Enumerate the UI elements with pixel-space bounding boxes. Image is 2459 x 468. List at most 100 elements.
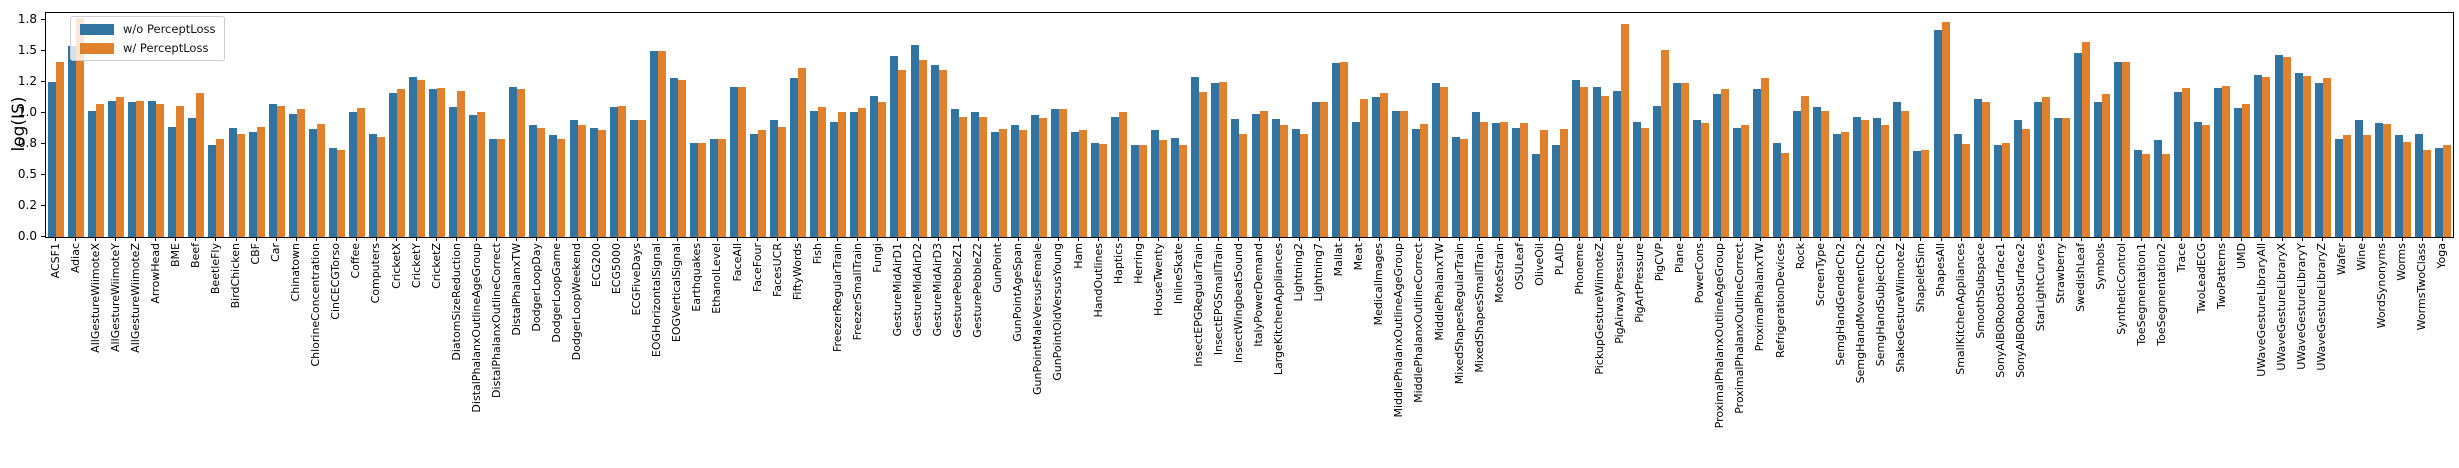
- bar: [2362, 135, 2371, 237]
- bar: [2434, 147, 2443, 237]
- y-tick-label: 1.2: [17, 74, 37, 88]
- bar: [2414, 134, 2423, 237]
- x-tick-label: ToeSegmentation1: [2134, 243, 2148, 346]
- bar: [2154, 140, 2163, 237]
- x-tick-label: Trace: [2174, 243, 2188, 273]
- x-tick-label: MixedShapesRegularTrain: [1452, 243, 1466, 385]
- x-tick: [696, 237, 698, 241]
- x-tick: [95, 237, 97, 241]
- bar: [2142, 153, 2151, 237]
- x-tick-label: ProximalPhalanxTW: [1753, 243, 1767, 352]
- bar: [248, 131, 257, 237]
- bar: [1652, 105, 1661, 237]
- bar: [657, 51, 666, 237]
- x-tick-label: GunPointOldVersusYoung: [1051, 243, 1065, 381]
- bar: [750, 134, 759, 237]
- x-tick-label: SmallKitchenAppliances: [1954, 243, 1968, 375]
- bar: [308, 129, 317, 237]
- x-tick-label: FaceAll: [730, 243, 744, 282]
- x-tick: [1679, 237, 1681, 241]
- x-tick: [155, 237, 157, 241]
- bar: [1933, 29, 1942, 237]
- bar: [709, 139, 718, 237]
- bar: [1231, 119, 1240, 237]
- x-tick-label: OSULeaf: [1512, 243, 1526, 291]
- y-tick: [41, 112, 45, 113]
- x-tick-label: FreezerSmallTrain: [850, 243, 864, 341]
- y-tick-label: 1.5: [17, 43, 37, 57]
- bar: [1311, 101, 1320, 237]
- bar: [437, 88, 446, 237]
- bar: [938, 69, 947, 237]
- bar: [770, 120, 779, 237]
- x-tick-label: GestureMidAirD1: [890, 243, 904, 337]
- x-tick: [656, 237, 658, 241]
- bar: [328, 147, 337, 237]
- bar: [870, 95, 879, 237]
- x-tick: [235, 237, 237, 241]
- bar: [457, 90, 466, 237]
- x-tick-label: Fungi: [870, 243, 884, 273]
- bar: [1592, 86, 1601, 237]
- bar: [890, 55, 899, 237]
- bar: [2254, 74, 2263, 237]
- bar: [1171, 137, 1180, 237]
- bar: [1720, 89, 1729, 237]
- bar: [1841, 131, 1850, 237]
- bar: [1119, 111, 1128, 237]
- bar: [1973, 99, 1982, 237]
- x-tick-label: Chinatown: [289, 243, 303, 302]
- bar: [2442, 145, 2451, 237]
- x-tick-label: AllGestureWiimoteX: [88, 243, 102, 353]
- bar: [2134, 150, 2143, 237]
- bar: [1773, 142, 1782, 237]
- x-tick-label: MixedShapesSmallTrain: [1472, 243, 1486, 373]
- x-tick-label: CricketZ: [429, 243, 443, 289]
- x-tick-label: SonyAIBORobotSurface1: [1994, 243, 2008, 378]
- x-tick: [1138, 237, 1140, 241]
- x-tick: [355, 237, 357, 241]
- bar: [978, 116, 987, 237]
- bar: [1179, 145, 1188, 237]
- x-tick: [1840, 237, 1842, 241]
- bar: [429, 89, 438, 237]
- bar: [1018, 130, 1027, 237]
- x-tick: [1719, 237, 1721, 241]
- x-tick-label: MoteStrain: [1492, 243, 1506, 303]
- bar: [798, 68, 807, 237]
- bar: [76, 17, 85, 237]
- x-tick: [1539, 237, 1541, 241]
- x-tick: [2441, 237, 2443, 241]
- bar: [2222, 85, 2231, 237]
- x-tick: [2100, 237, 2102, 241]
- x-tick: [396, 237, 398, 241]
- legend-label: w/o PerceptLoss: [123, 22, 216, 36]
- bar: [1419, 124, 1428, 237]
- bar: [288, 114, 297, 237]
- bar: [2282, 57, 2291, 237]
- bar: [1271, 119, 1280, 237]
- x-tick-label: ProximalPhalanxOutlineCorrect: [1733, 243, 1747, 414]
- x-tick: [215, 237, 217, 241]
- bar: [1861, 120, 1870, 237]
- x-tick-label: GesturePebbleZ1: [951, 243, 965, 338]
- bar: [116, 96, 125, 237]
- x-tick: [195, 237, 197, 241]
- bar: [2382, 124, 2391, 237]
- x-tick: [496, 237, 498, 241]
- x-tick: [135, 237, 137, 241]
- bar: [1540, 130, 1549, 237]
- bar: [2374, 122, 2383, 237]
- x-tick: [1037, 237, 1039, 241]
- x-tick-label: WordSynonyms: [2375, 243, 2389, 329]
- x-tick: [476, 237, 478, 241]
- x-tick-label: UWaveGestureLibraryX: [2275, 243, 2288, 371]
- bar: [2021, 129, 2030, 237]
- bar: [168, 126, 177, 237]
- bar: [276, 105, 285, 237]
- bar: [1151, 130, 1160, 237]
- bar: [1279, 125, 1288, 237]
- x-tick-label: GunPoint: [991, 243, 1005, 293]
- x-tick-label: EOGHorizontalSignal: [650, 243, 664, 358]
- bar: [1091, 142, 1100, 237]
